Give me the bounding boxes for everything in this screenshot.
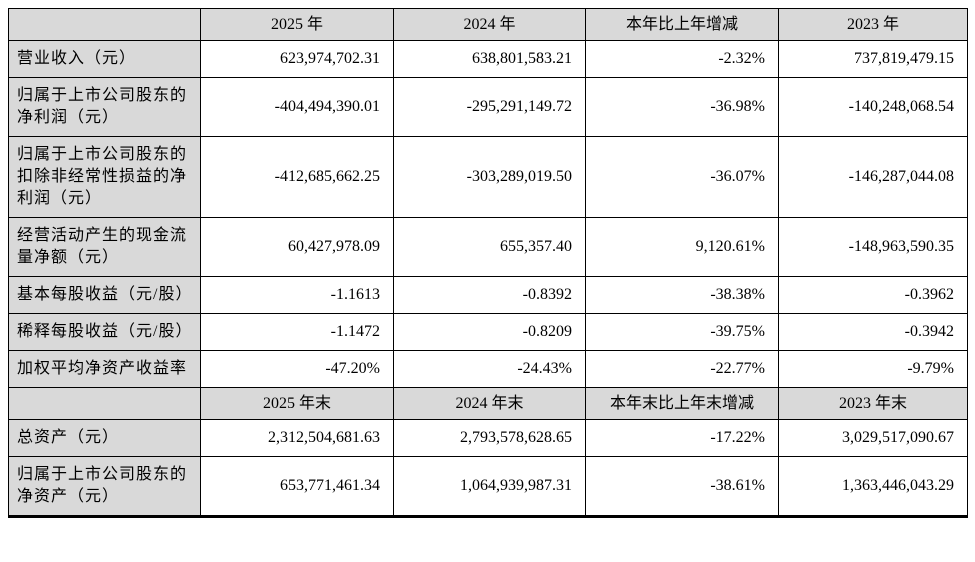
column-header: 2025 年 [200,8,394,41]
row-label: 归属于上市公司股东的净利润（元） [8,77,201,137]
cell-value: 1,064,939,987.31 [393,456,586,517]
cell-value: 1,363,446,043.29 [778,456,968,517]
column-header: 本年比上年增减 [585,8,779,41]
row-label: 稀释每股收益（元/股） [8,313,201,351]
cell-value: -148,963,590.35 [778,217,968,277]
cell-value: -38.38% [585,276,779,314]
cell-value: 653,771,461.34 [200,456,394,517]
row-label: 加权平均净资产收益率 [8,350,201,388]
cell-value: -47.20% [200,350,394,388]
cell-value: 623,974,702.31 [200,40,394,78]
cell-value: 655,357.40 [393,217,586,277]
table-row: 稀释每股收益（元/股） -1.1472 -0.8209 -39.75% -0.3942 [8,313,968,351]
column-header: 2023 年末 [778,387,968,420]
corner-cell [8,8,201,41]
cell-value: 60,427,978.09 [200,217,394,277]
cell-value: -39.75% [585,313,779,351]
cell-value: -412,685,662.25 [200,136,394,218]
cell-value: 9,120.61% [585,217,779,277]
table-row: 总资产（元） 2,312,504,681.63 2,793,578,628.65 -1… [8,419,968,457]
cell-value: 638,801,583.21 [393,40,586,78]
cell-value: -303,289,019.50 [393,136,586,218]
cell-value: 3,029,517,090.67 [778,419,968,457]
cell-value: 2,793,578,628.65 [393,419,586,457]
row-label: 基本每股收益（元/股） [8,276,201,314]
cell-value: -404,494,390.01 [200,77,394,137]
table-row: 加权平均净资产收益率 -47.20% -24.43% -22.77% -9.79% [8,350,968,388]
cell-value: -1.1472 [200,313,394,351]
row-label: 归属于上市公司股东的净资产（元） [8,456,201,517]
row-label: 总资产（元） [8,419,201,457]
cell-value: -295,291,149.72 [393,77,586,137]
table-row: 归属于上市公司股东的扣除非经常性损益的净利润（元） -412,685,662.25… [8,136,968,218]
cell-value: 2,312,504,681.63 [200,419,394,457]
cell-value: -2.32% [585,40,779,78]
cell-value: -17.22% [585,419,779,457]
column-header: 2025 年末 [200,387,394,420]
table-row: 经营活动产生的现金流量净额（元） 60,427,978.09 655,357.40 9… [8,217,968,277]
financial-table: 2025 年 2024 年本年比上年增减 2023 年营业收入（元） 623,974,… [8,8,968,518]
cell-value: -9.79% [778,350,968,388]
cell-value: -0.3942 [778,313,968,351]
column-header: 2023 年 [778,8,968,41]
column-header: 2024 年 [393,8,586,41]
cell-value: -1.1613 [200,276,394,314]
cell-value: -0.8392 [393,276,586,314]
table-row: 归属于上市公司股东的净利润（元） -404,494,390.01 -295,291,… [8,77,968,137]
cell-value: -146,287,044.08 [778,136,968,218]
column-header: 2024 年末 [393,387,586,420]
cell-value: -22.77% [585,350,779,388]
row-label: 营业收入（元） [8,40,201,78]
row-label: 归属于上市公司股东的扣除非经常性损益的净利润（元） [8,136,201,218]
cell-value: -24.43% [393,350,586,388]
financial-summary: 2025 年 2024 年本年比上年增减 2023 年营业收入（元） 623,974,… [8,8,968,518]
column-header: 本年末比上年末增减 [585,387,779,420]
corner-cell [8,387,201,420]
cell-value: -0.8209 [393,313,586,351]
table-row: 营业收入（元） 623,974,702.31 638,801,583.21 -2.32… [8,40,968,78]
cell-value: -140,248,068.54 [778,77,968,137]
cell-value: -36.07% [585,136,779,218]
cell-value: -0.3962 [778,276,968,314]
cell-value: -36.98% [585,77,779,137]
table-header-row: 2025 年 2024 年本年比上年增减 2023 年 [8,8,968,41]
row-label: 经营活动产生的现金流量净额（元） [8,217,201,277]
table-row: 基本每股收益（元/股） -1.1613 -0.8392 -38.38% -0.3962 [8,276,968,314]
table-header-row: 2025 年末 2024 年末 本年末比上年末增减 2023 年末 [8,387,968,420]
cell-value: 737,819,479.15 [778,40,968,78]
cell-value: -38.61% [585,456,779,517]
table-row: 归属于上市公司股东的净资产（元） 653,771,461.34 1,064,939,… [8,456,968,517]
